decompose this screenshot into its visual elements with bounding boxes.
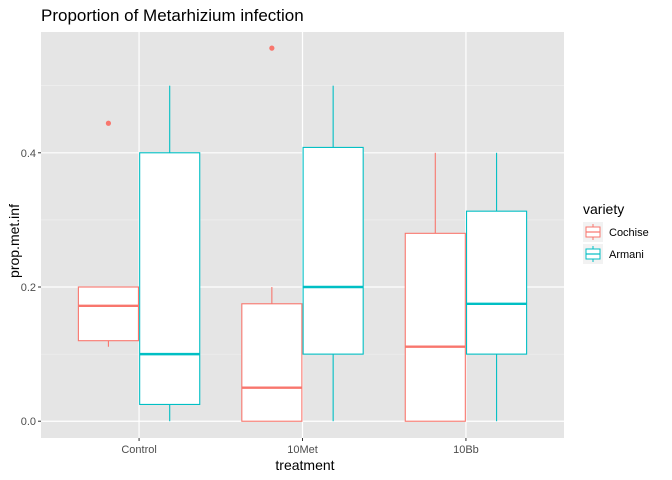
box-cochise-control bbox=[77, 120, 139, 347]
box-iqr bbox=[466, 210, 528, 355]
box-iqr bbox=[77, 286, 139, 342]
legend-label: Cochise bbox=[609, 227, 649, 239]
x-tick-label: 10Met bbox=[287, 444, 318, 456]
box-iqr bbox=[139, 152, 201, 405]
chart-title: Proportion of Metarhizium infection bbox=[41, 6, 304, 25]
box-cochise-10bb bbox=[404, 152, 466, 422]
y-tick-label: 0.0 bbox=[21, 416, 36, 428]
y-axis: 0.0 0.2 0.4 bbox=[21, 148, 41, 428]
legend-key-cochise bbox=[583, 222, 603, 242]
box-iqr bbox=[302, 146, 364, 355]
box-armani-10met bbox=[302, 85, 364, 422]
legend: variety Cochise Armani bbox=[583, 201, 649, 264]
box-cochise-10met bbox=[241, 45, 303, 422]
outlier-point bbox=[105, 120, 112, 126]
x-tick-label: 10Bb bbox=[453, 444, 479, 456]
x-tick-label: Control bbox=[121, 444, 156, 456]
y-tick-label: 0.4 bbox=[21, 148, 36, 160]
y-tick-label: 0.2 bbox=[21, 282, 36, 294]
outlier-point bbox=[269, 45, 275, 51]
x-axis-title: treatment bbox=[275, 457, 334, 473]
box-iqr bbox=[404, 232, 466, 422]
box-armani-10bb bbox=[466, 152, 528, 422]
y-axis-title: prop.met.inf bbox=[6, 204, 22, 278]
boxes bbox=[77, 45, 528, 422]
box-iqr bbox=[241, 303, 303, 422]
box-armani-control bbox=[139, 85, 201, 422]
legend-label: Armani bbox=[609, 249, 644, 261]
x-axis: Control 10Met 10Bb bbox=[121, 438, 479, 456]
legend-title: variety bbox=[583, 201, 624, 217]
legend-key-armani bbox=[583, 244, 603, 264]
